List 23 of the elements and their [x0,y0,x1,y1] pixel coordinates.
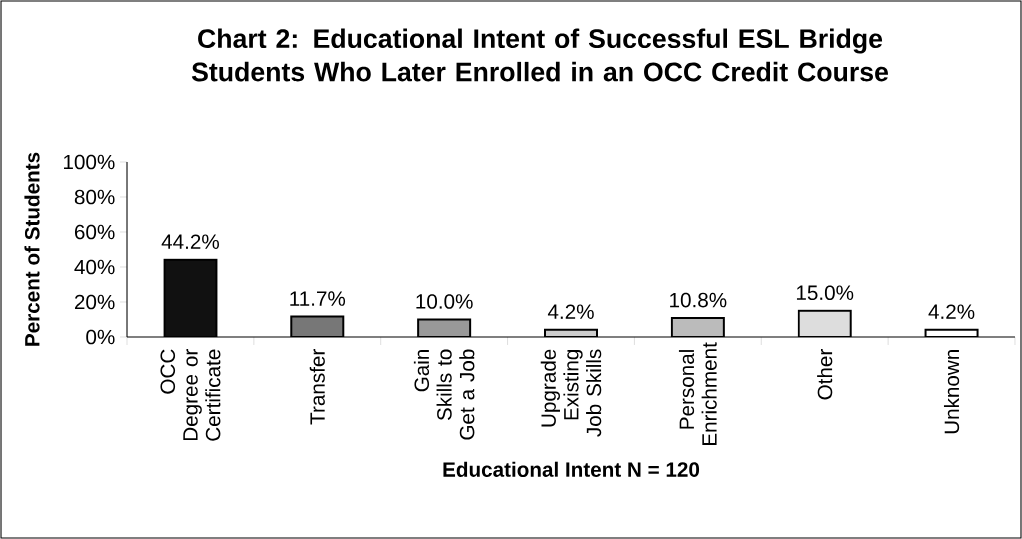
y-tick-label: 20% [74,294,115,310]
x-tick-label: Personal Enrichment [678,342,717,446]
y-tick-label: 40% [74,259,115,275]
x-tick-label: OCC Degree or Certificate [160,349,221,441]
data-label: 10.8% [670,292,727,308]
x-tick-label: Gain Skills to Get a Job [413,349,475,440]
data-label: 44.2% [161,234,219,249]
chart-title: Chart 2: Educational Intent of Successful ESL Bridge Students Who Later Enrolled in an OCC Credit Course [191,28,888,82]
x-tick-label: Upgrade Existing Job Skills [540,349,602,437]
y-tick-label: 100% [64,154,115,170]
data-label: 11.7% [290,291,346,306]
data-label: 10.0% [416,294,473,309]
data-label: 15.0% [796,285,854,301]
x-tick-label: Other [817,349,833,400]
x-tick-label: Transfer [309,349,325,425]
y-tick-label: 80% [74,189,115,205]
y-tick-label: 0% [86,329,115,345]
x-axis-title: Educational Intent N = 120 [443,461,700,477]
y-axis-title: Percent of Students [24,152,40,346]
y-tick-label: 60% [74,224,115,240]
data-label: 4.2% [928,304,975,319]
x-tick-label: Unknown [943,350,960,434]
data-label: 4.2% [547,304,594,319]
